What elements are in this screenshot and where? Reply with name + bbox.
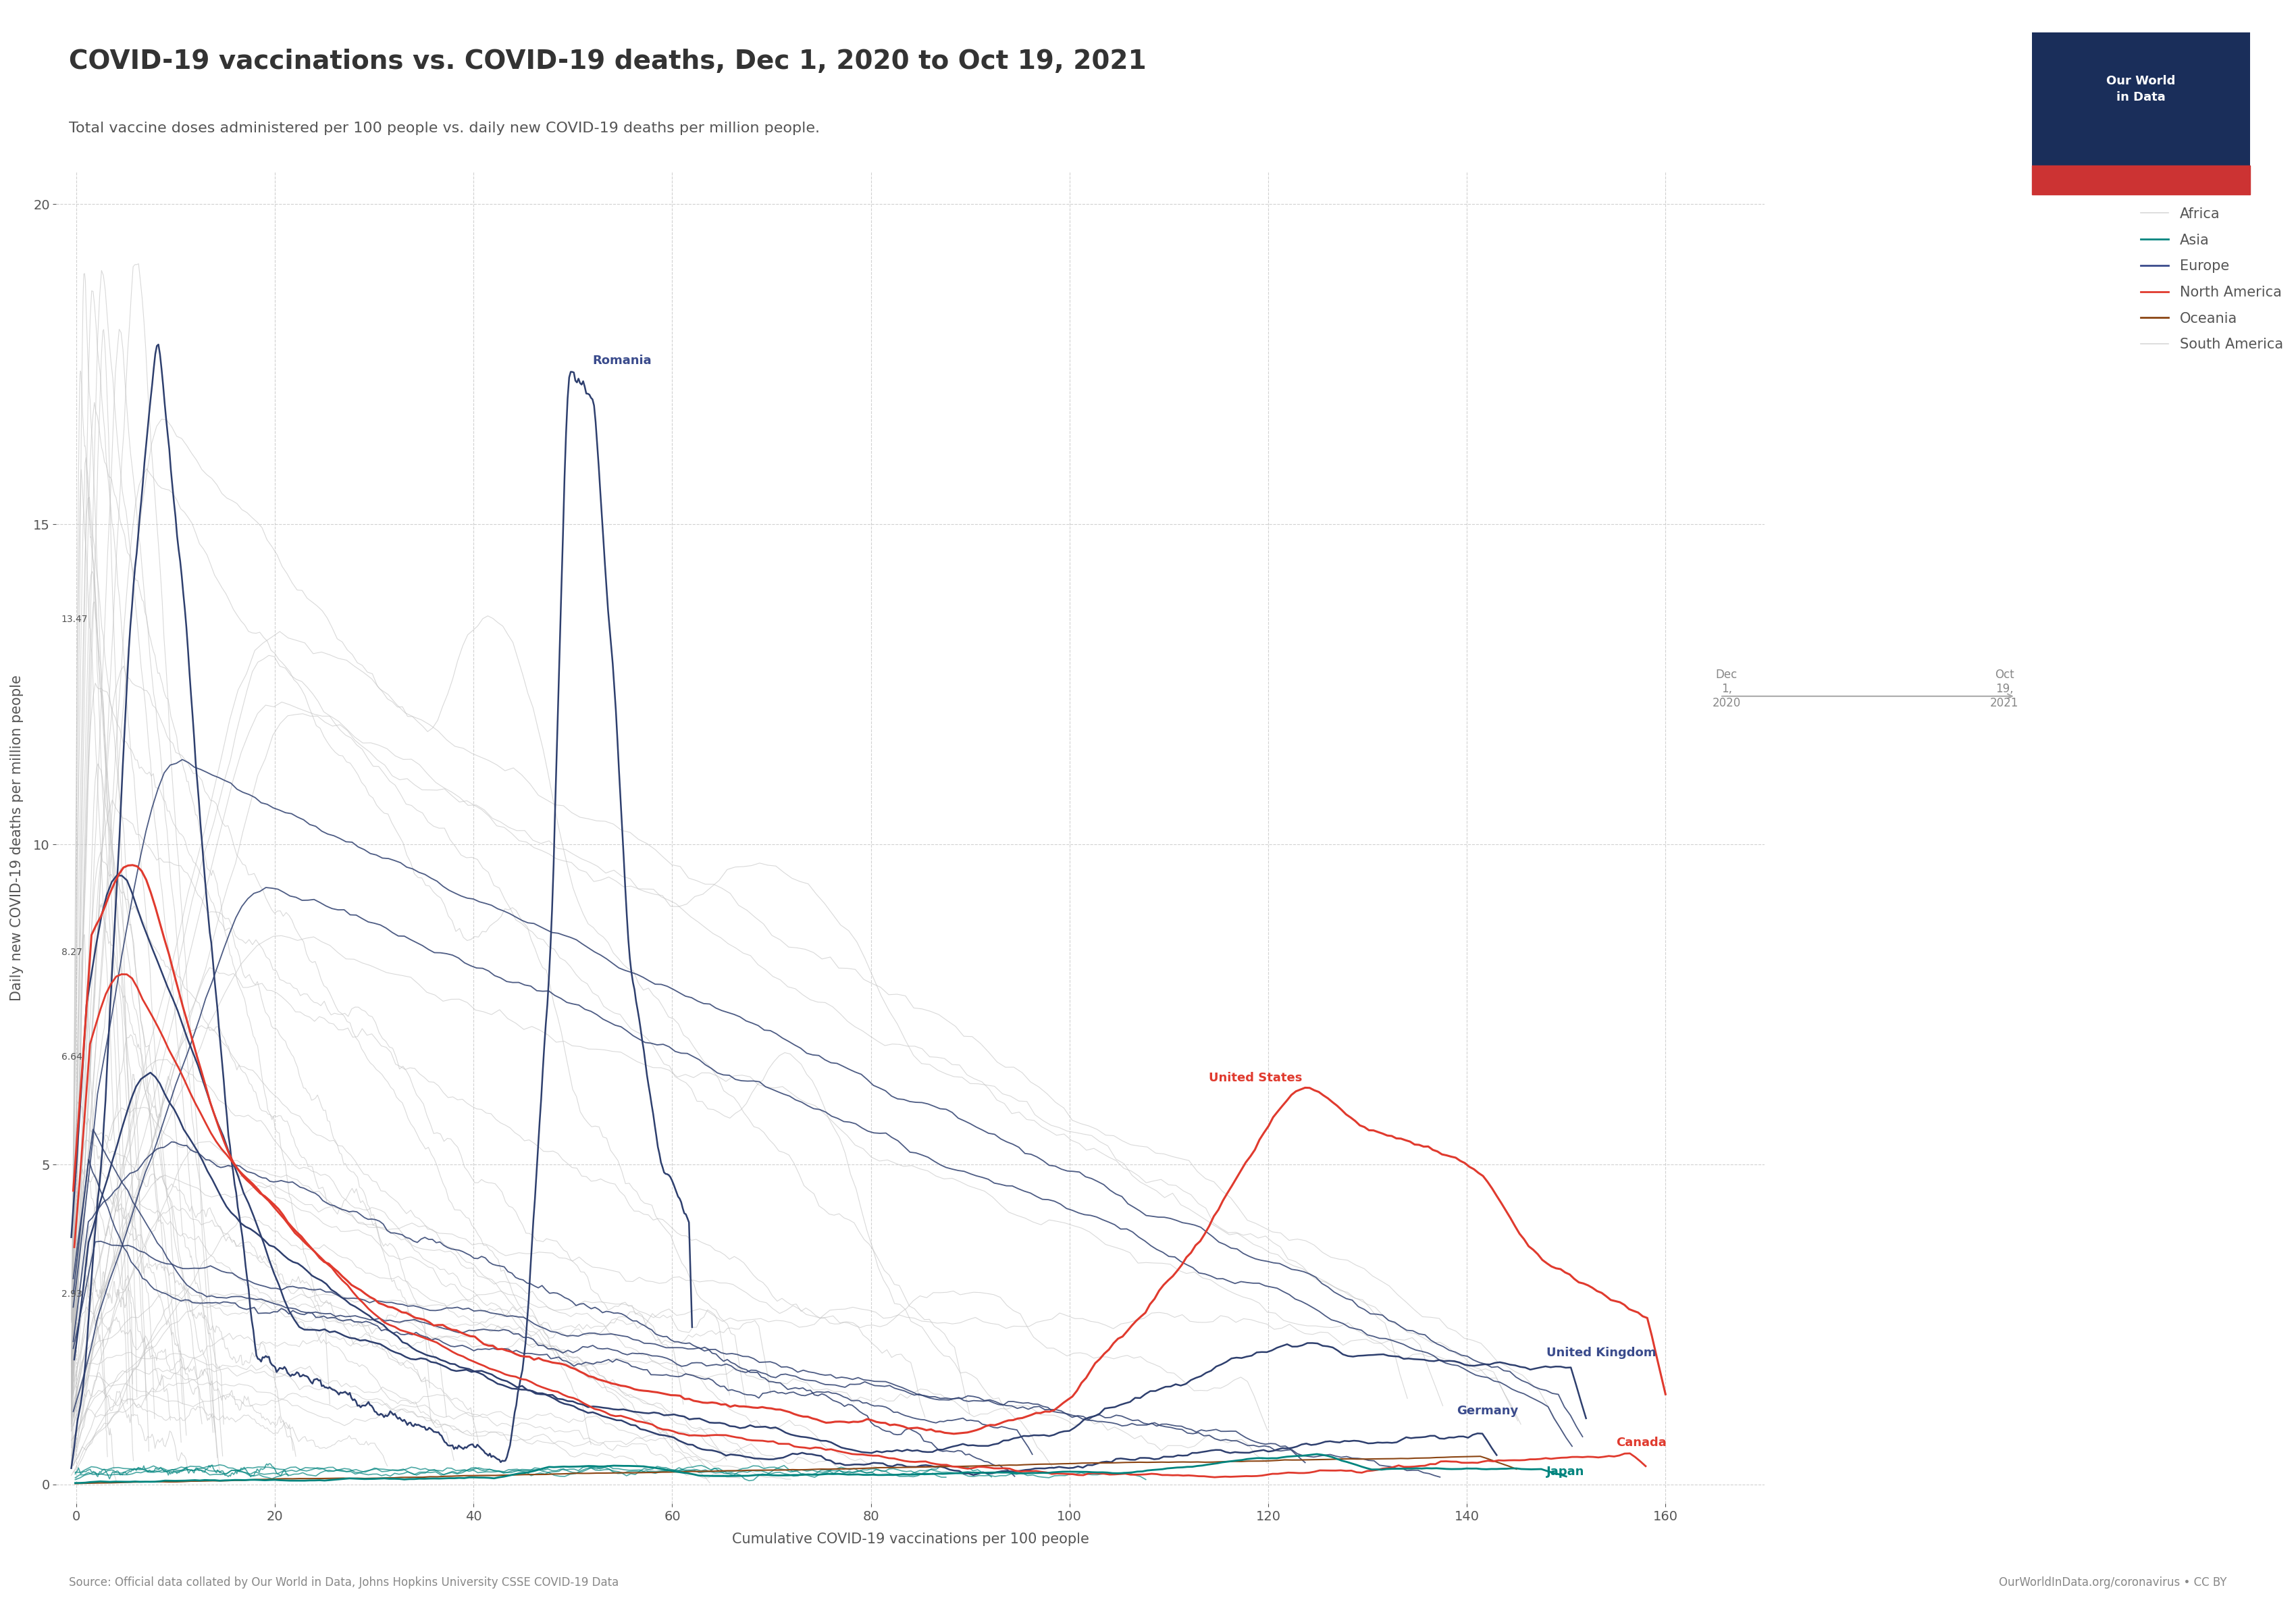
Text: Japan: Japan — [1545, 1465, 1584, 1478]
Text: Germany: Germany — [1458, 1405, 1518, 1417]
Text: Source: Official data collated by Our World in Data, Johns Hopkins University CS: Source: Official data collated by Our Wo… — [69, 1576, 618, 1589]
Legend: Africa, Asia, Europe, North America, Oceania, South America: Africa, Asia, Europe, North America, Oce… — [2135, 201, 2289, 357]
Text: 8.27: 8.27 — [62, 948, 83, 956]
Text: 6.64: 6.64 — [62, 1052, 83, 1062]
Text: United States: United States — [1208, 1071, 1302, 1084]
Text: Total vaccine doses administered per 100 people vs. daily new COVID-19 deaths pe: Total vaccine doses administered per 100… — [69, 122, 820, 135]
Bar — [2032, 165, 2250, 195]
Text: Dec
1,
2020: Dec 1, 2020 — [1713, 669, 1740, 708]
Text: 2.93: 2.93 — [62, 1290, 83, 1298]
X-axis label: Cumulative COVID-19 vaccinations per 100 people: Cumulative COVID-19 vaccinations per 100… — [732, 1532, 1088, 1546]
Text: 13.47: 13.47 — [62, 614, 87, 624]
Text: COVID-19 vaccinations vs. COVID-19 deaths, Dec 1, 2020 to Oct 19, 2021: COVID-19 vaccinations vs. COVID-19 death… — [69, 49, 1146, 75]
Text: United Kingdom: United Kingdom — [1545, 1347, 1655, 1358]
Text: Canada: Canada — [1616, 1436, 1667, 1449]
Text: Our World
in Data: Our World in Data — [2105, 75, 2177, 104]
Text: Romania: Romania — [592, 355, 652, 366]
Text: OurWorldInData.org/coronavirus • CC BY: OurWorldInData.org/coronavirus • CC BY — [2000, 1576, 2227, 1589]
Y-axis label: Daily new COVID-19 deaths per million people: Daily new COVID-19 deaths per million pe… — [9, 674, 23, 1002]
Text: Oct
19,
2021: Oct 19, 2021 — [1991, 669, 2018, 708]
